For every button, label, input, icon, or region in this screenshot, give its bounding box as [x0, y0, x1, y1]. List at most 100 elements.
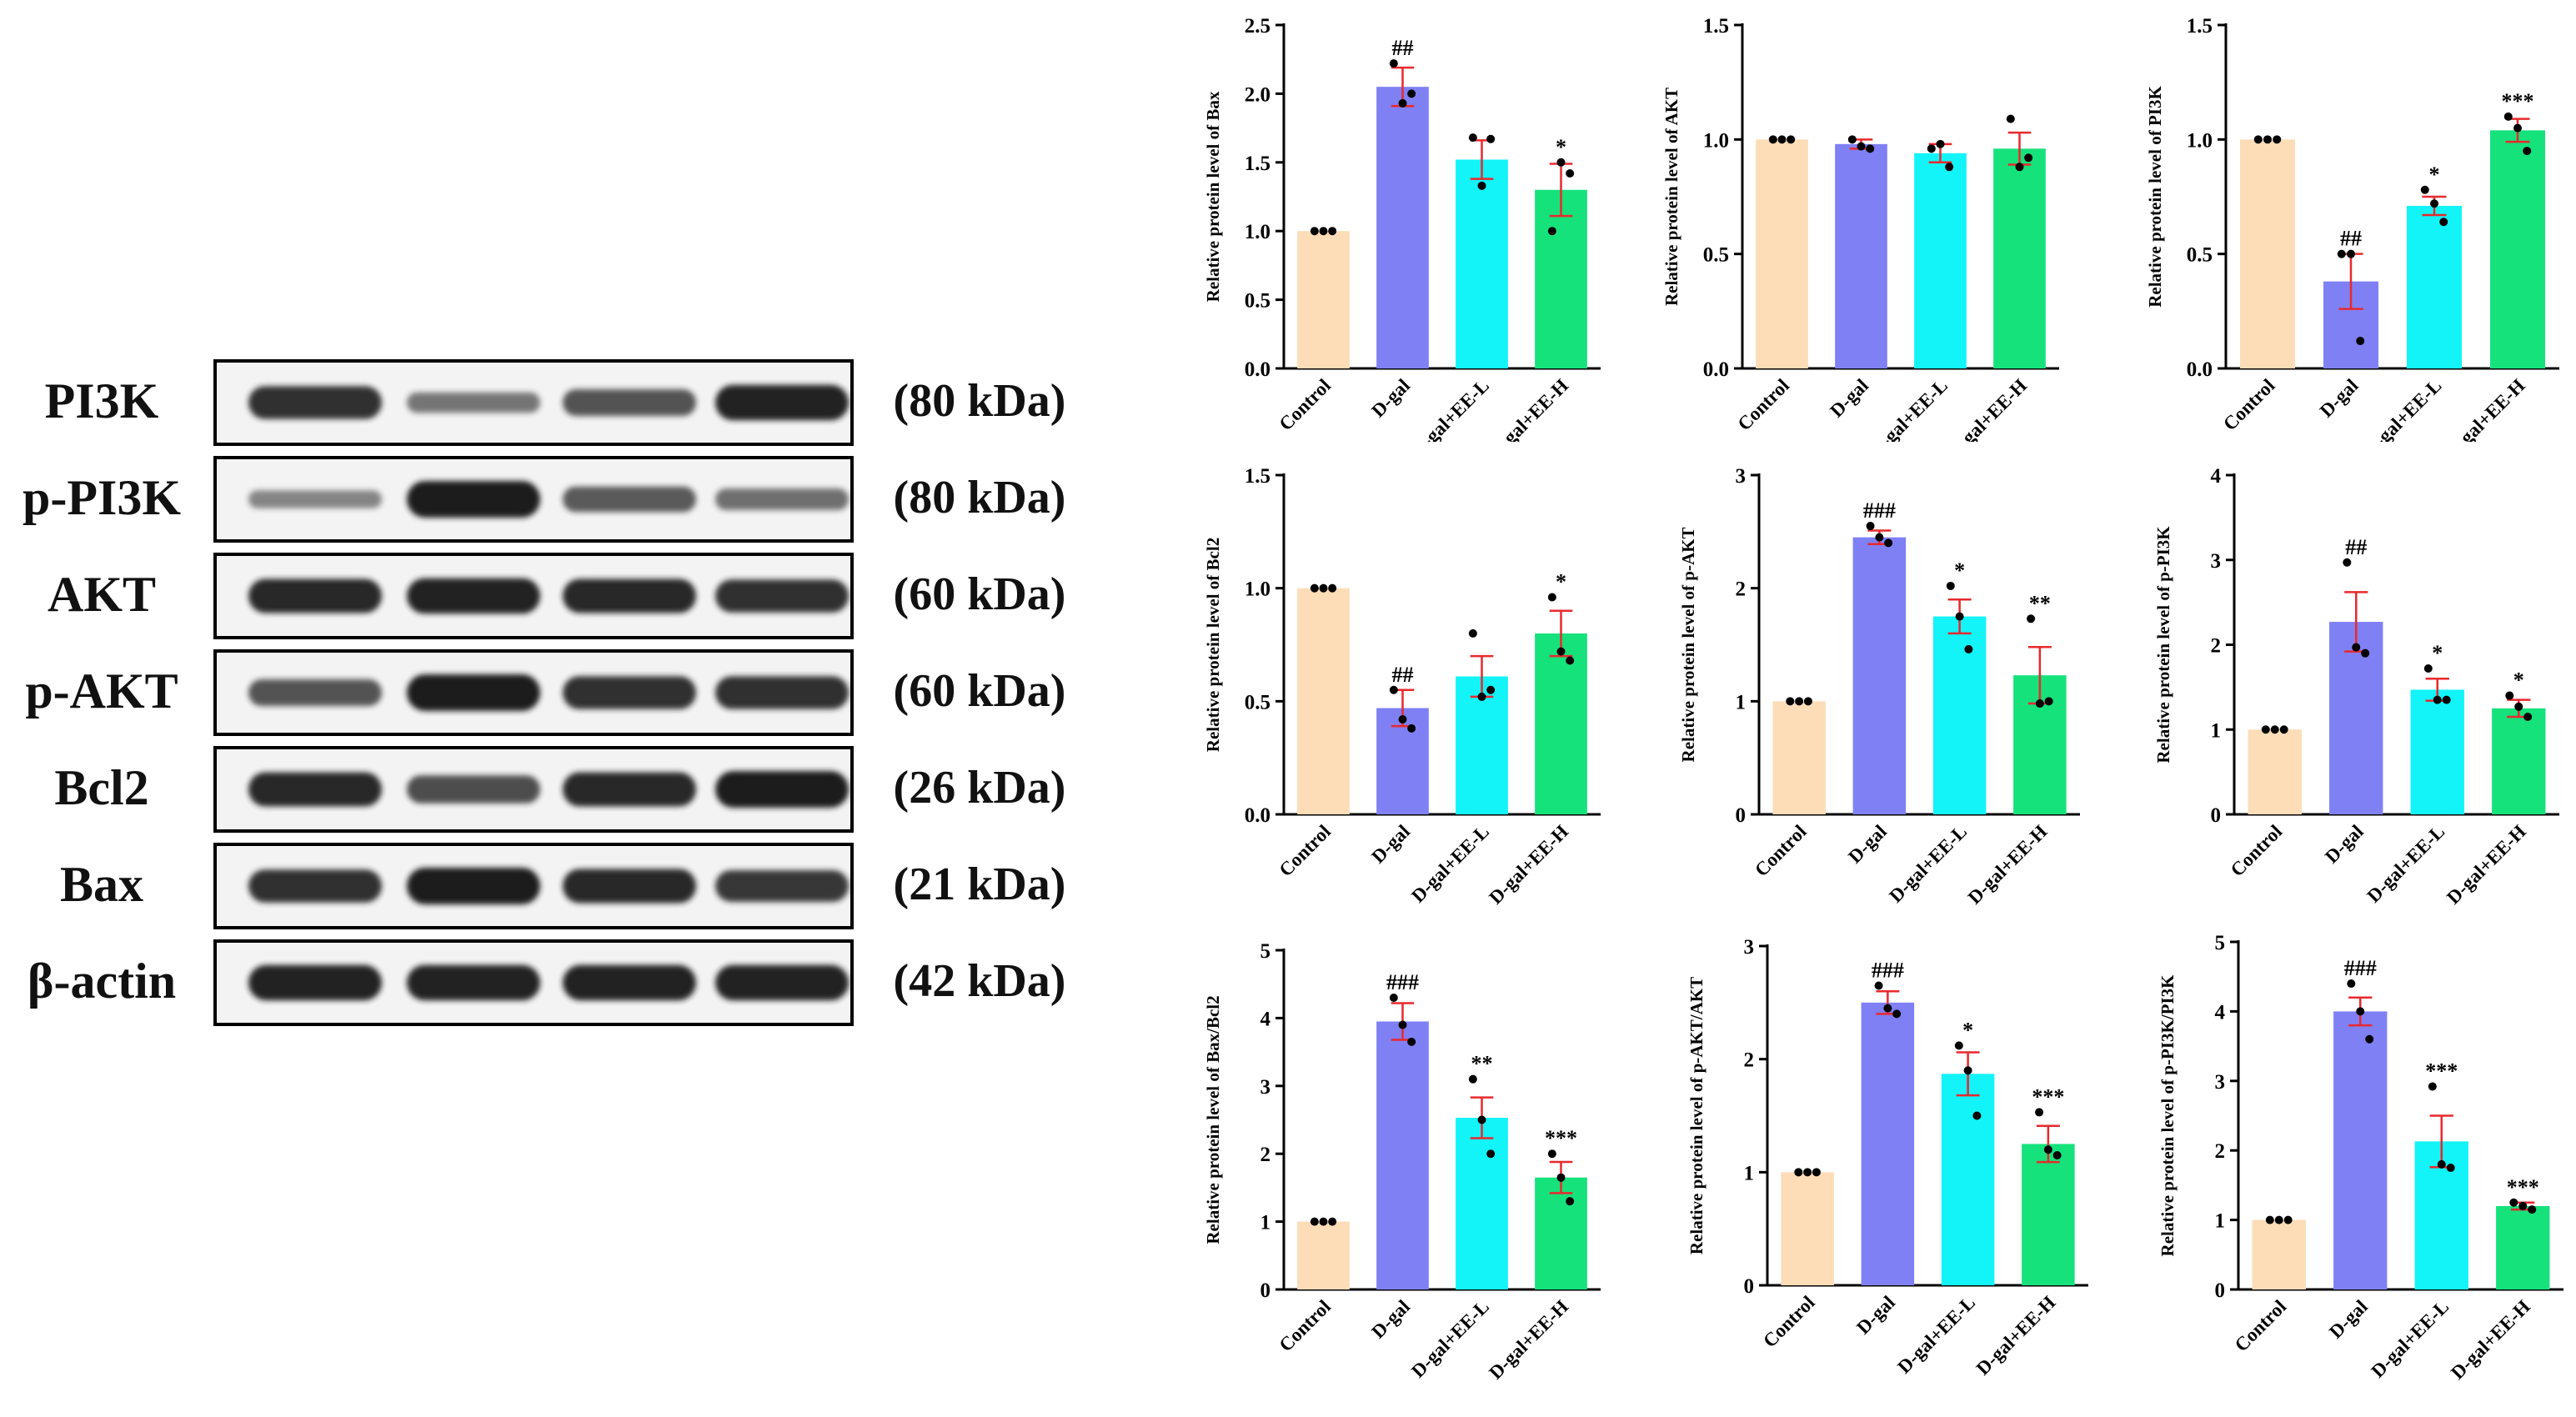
significance-marker: * — [1556, 135, 1566, 159]
blot-band-lane-4 — [715, 676, 849, 709]
data-point — [2439, 218, 2448, 227]
data-point — [2347, 979, 2356, 989]
blot-band-lane-4 — [715, 579, 849, 613]
data-point — [1566, 168, 1575, 178]
x-tick-label: D-gal — [2325, 1296, 2372, 1343]
y-tick-label: 0.5 — [1245, 691, 1270, 714]
y-tick-label: 1.0 — [1245, 221, 1270, 243]
data-point — [2365, 1034, 2374, 1044]
data-point — [2523, 712, 2533, 721]
y-axis-label: Relative protein level of Bax/Bcl2 — [1203, 995, 1223, 1244]
x-tick-label: D-gal — [1844, 821, 1891, 868]
y-axis-label: Relative protein level of p-AKT/AKT — [1686, 977, 1706, 1254]
bar-4 — [1535, 1177, 1587, 1289]
y-axis-label: Relative protein level of p-PI3K — [2153, 526, 2173, 764]
error-bar-4 — [2036, 1124, 2060, 1164]
data-point — [2265, 1215, 2274, 1224]
blot-row-6: Bax (21 kDa) — [60, 843, 1065, 929]
y-tick-label: 2 — [2211, 635, 2222, 658]
data-point — [1398, 1020, 1407, 1029]
data-point — [1389, 993, 1398, 1002]
chart-bax-bcl2: 0 1 2 3 4 5 Relative protein level of Bax/Bcl2… — [1175, 934, 1609, 1413]
data-point — [2437, 1159, 2446, 1169]
y-axis-label: Relative protein level of PI3K — [2145, 86, 2165, 308]
x-tick-label: D-gal+EE-H — [1485, 821, 1572, 909]
y-tick-label: 0.5 — [1245, 290, 1270, 313]
data-point — [2523, 147, 2532, 156]
y-axis-label: Relative protein level of AKT — [1661, 88, 1681, 306]
x-tick-label: D-gal — [1367, 821, 1414, 868]
chart-bax: 0.0 0.5 1.0 1.5 2.0 2.5 Relative protein level… — [1175, 8, 1609, 463]
blot-protein-label: Bcl2 — [54, 760, 148, 815]
data-point — [2027, 614, 2036, 623]
data-point — [2279, 725, 2288, 734]
x-tick-label: D-gal+EE-H — [1972, 1292, 2060, 1379]
blot-band-lane-1 — [248, 869, 382, 903]
data-point — [1803, 697, 1812, 706]
significance-marker: ## — [2345, 535, 2367, 559]
data-point — [1328, 227, 1337, 236]
data-point — [1866, 522, 1875, 531]
data-point — [1795, 697, 1804, 706]
data-point — [1812, 1168, 1821, 1177]
blot-band-lane-4 — [715, 870, 849, 902]
data-point — [2518, 1201, 2528, 1210]
bar-4 — [1535, 633, 1587, 814]
data-point — [1964, 644, 1973, 653]
data-point — [2347, 249, 2355, 258]
significance-marker: ## — [1392, 36, 1414, 60]
data-point — [1794, 1168, 1803, 1177]
x-tick-label: Control — [2219, 375, 2279, 435]
significance-marker: ### — [1872, 958, 1904, 982]
bar-4 — [2022, 1144, 2075, 1285]
y-tick-label: 2 — [1744, 1049, 1755, 1072]
significance-marker: * — [2429, 163, 2440, 187]
y-tick-label: 1.5 — [1245, 153, 1270, 175]
y-tick-label: 3 — [2211, 550, 2222, 573]
data-point — [1319, 1217, 1328, 1226]
blot-band-lane-3 — [563, 772, 696, 807]
data-point — [1407, 1037, 1416, 1046]
x-tick-label: D-gal+EE-L — [1866, 375, 1952, 442]
data-point — [1328, 1217, 1337, 1226]
significance-marker: ** — [1471, 1052, 1493, 1076]
data-point — [1936, 139, 1945, 148]
data-point — [2337, 249, 2346, 258]
x-tick-label: D-gal+EE-H — [1964, 821, 2052, 909]
data-point — [1883, 1004, 1892, 1013]
y-tick-label: 4 — [2215, 1001, 2226, 1024]
x-tick-label: D-gal+EE-H — [2442, 375, 2529, 442]
significance-marker: *** — [2425, 1059, 2458, 1083]
chart-p-akt-akt: 0 1 2 3 Relative protein level of p-AKT/AKT C… — [1651, 934, 2101, 1413]
data-point — [1857, 142, 1866, 151]
data-point — [1389, 59, 1398, 68]
bar-1 — [1297, 1221, 1350, 1289]
significance-marker: * — [1954, 558, 1965, 583]
data-point — [2253, 135, 2263, 144]
data-point — [1556, 647, 1566, 656]
blot-band-lane-3 — [563, 389, 696, 416]
data-point — [1486, 134, 1496, 143]
data-point — [1787, 135, 1796, 144]
data-point — [1486, 685, 1496, 694]
y-tick-label: 1.0 — [2187, 129, 2213, 152]
significance-marker: *** — [2507, 1175, 2539, 1199]
bar-4 — [1535, 189, 1587, 368]
y-tick-label: 0.0 — [1245, 358, 1270, 381]
data-point — [2006, 114, 2015, 123]
blot-row-4: p-AKT (60 kDa) — [25, 649, 1065, 736]
data-point — [2343, 558, 2352, 567]
blot-band-lane-1 — [248, 772, 382, 807]
x-tick-label: D-gal+EE-L — [1407, 1296, 1493, 1382]
blot-band-lane-1 — [248, 386, 382, 419]
bar-1 — [2240, 139, 2295, 369]
blot-band-lane-1 — [248, 578, 382, 613]
western-blot-panel: PI3K (80 kDa)p-PI3K (80 kDa)AKT (60 kDa)p-A… — [23, 359, 1065, 1026]
data-point — [2509, 1198, 2518, 1207]
bar-3 — [2407, 205, 2462, 368]
data-point — [2442, 695, 2451, 704]
x-tick-label: D-gal+EE-H — [2447, 1296, 2534, 1384]
significance-marker: * — [2432, 641, 2443, 665]
y-tick-label: 4 — [1260, 1008, 1271, 1030]
data-point — [1477, 1115, 1486, 1124]
